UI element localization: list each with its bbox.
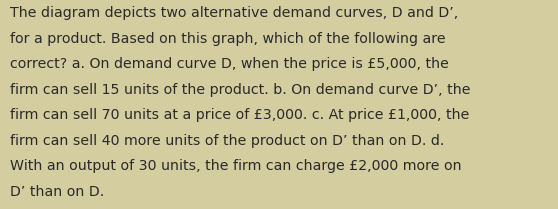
Text: The diagram depicts two alternative demand curves, D and D’,: The diagram depicts two alternative dema… <box>10 6 458 20</box>
Text: With an output of 30 units, the firm can charge £2,000 more on: With an output of 30 units, the firm can… <box>10 159 461 173</box>
Text: firm can sell 70 units at a price of £3,000. c. At price £1,000, the: firm can sell 70 units at a price of £3,… <box>10 108 469 122</box>
Text: D’ than on D.: D’ than on D. <box>10 185 104 199</box>
Text: firm can sell 40 more units of the product on D’ than on D. d.: firm can sell 40 more units of the produ… <box>10 134 444 148</box>
Text: for a product. Based on this graph, which of the following are: for a product. Based on this graph, whic… <box>10 32 446 46</box>
Text: firm can sell 15 units of the product. b. On demand curve D’, the: firm can sell 15 units of the product. b… <box>10 83 470 97</box>
Text: correct? a. On demand curve D, when the price is £5,000, the: correct? a. On demand curve D, when the … <box>10 57 449 71</box>
